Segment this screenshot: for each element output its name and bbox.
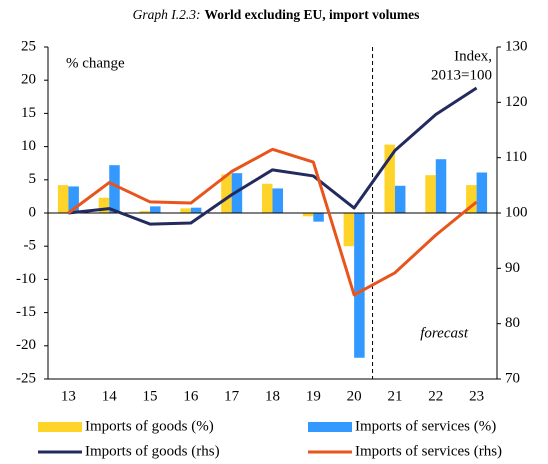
legend-label: Imports of services (%) [355,418,496,434]
y2-tick-label: 120 [505,94,528,110]
bar [354,213,365,358]
y-label: % change [66,55,125,71]
x-tick-label: 17 [224,388,240,404]
x-tick-label: 14 [102,388,118,404]
bar [190,207,202,213]
y-tick-label: -15 [16,304,36,320]
x-tick-label: 22 [428,388,443,404]
bar [109,165,120,213]
x-tick-label: 23 [469,388,484,404]
line [68,86,478,226]
bar [302,213,314,217]
y2-tick-label: 100 [505,204,528,220]
y2-label: Index, [454,48,492,64]
y-tick-label: 15 [21,105,36,121]
bar [98,197,110,213]
y2-tick-label: 90 [505,260,520,276]
y-tick-label: 5 [29,171,37,187]
x-tick-label: 20 [347,388,362,404]
title-label: Graph I.2.3: [133,7,201,22]
y2-tick-label: 70 [505,370,520,386]
x-tick-label: 19 [306,388,321,404]
bar [150,206,161,213]
legend-swatch [38,422,82,432]
y-tick-label: -5 [24,238,37,254]
bar [221,174,232,213]
bar [57,185,69,213]
bar [343,213,355,247]
y-tick-label: -10 [16,271,36,287]
title-text: World excluding EU, import volumes [204,7,419,22]
bar [180,208,191,213]
bar [139,211,151,213]
x-tick-label: 16 [183,388,199,404]
legend-label: Imports of goods (rhs) [85,443,220,459]
x-tick-label: 15 [143,388,158,404]
bar [466,185,477,213]
bar [476,172,488,213]
bar [384,144,395,213]
bar [262,183,273,213]
line [67,147,478,297]
y-tick-label: -20 [16,337,36,353]
bar [394,185,406,213]
bar [68,186,79,213]
y-tick-label: 10 [21,138,36,154]
bar [435,159,447,213]
x-tick-label: 13 [61,388,76,404]
y2-tick-label: 80 [505,315,520,331]
y2-tick-label: 130 [505,38,528,54]
y-tick-label: 25 [21,38,36,54]
bar [425,175,436,213]
annotation: forecast [420,325,469,341]
bar [313,213,324,222]
legend-label: Imports of services (rhs) [355,443,502,459]
x-tick-label: 21 [387,388,402,404]
y-tick-label: -25 [16,370,36,386]
y2-label: 2013=100 [431,67,492,83]
legend-swatch [308,422,352,432]
y-tick-label: 20 [21,72,36,88]
x-tick-label: 18 [265,388,280,404]
y2-tick-label: 110 [505,149,527,165]
bar [272,188,283,213]
legend-label: Imports of goods (%) [85,418,214,434]
y-tick-label: 0 [29,204,37,220]
chart-title: Graph I.2.3: World excluding EU, import v… [133,7,420,22]
